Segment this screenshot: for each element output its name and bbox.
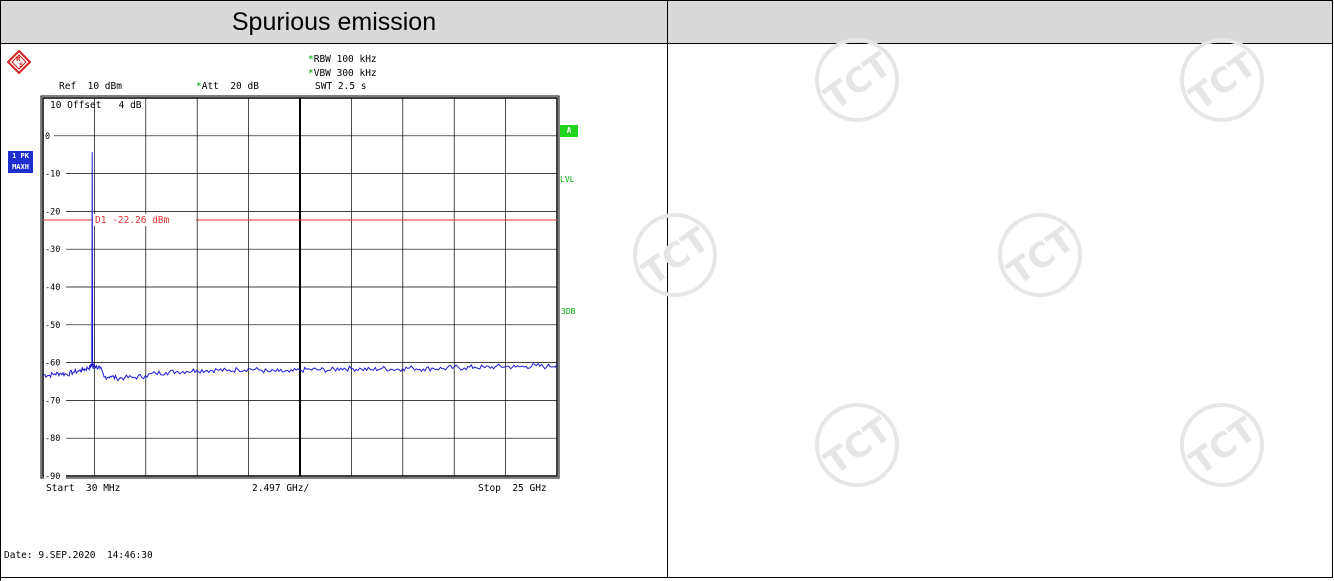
watermark-logo-icon: TCT [1180, 403, 1264, 487]
max-hold-trace [42, 152, 558, 382]
swt-setting: SWT 2.5 s [315, 81, 367, 92]
y-tick-label: -60 [45, 359, 60, 369]
a-tag: A [560, 125, 578, 137]
y-tick-label: 0 [45, 132, 50, 142]
tick-label-bg [44, 282, 66, 292]
tick-label-bg [44, 395, 66, 406]
watermark-logo-icon: TCT [998, 213, 1082, 297]
table-header-title: Spurious emission [0, 0, 668, 44]
spectrum-plot: 0 -10 -20 -30 -40 -50 -60 -70 -80 -90 D1 -22.26 dB… [40, 95, 560, 482]
offset-label: 10 Offset 4 dB [50, 100, 142, 111]
tick-label-bg [44, 244, 66, 255]
trace-tag-line1: 1 PK [12, 152, 29, 160]
tick-label-bg [44, 206, 66, 217]
d1-label: D1 -22.26 dBm [95, 215, 170, 226]
tick-label-bg [44, 357, 66, 368]
watermark-logo-icon: TCT [815, 403, 899, 487]
watermark-logo-icon: TCT [815, 38, 899, 122]
tick-label-bg [44, 319, 66, 330]
table-bottom-border [0, 577, 1333, 581]
vbw-setting: *VBW 300 kHz [308, 68, 377, 79]
y-tick-label: -80 [45, 434, 60, 444]
y-tick-label: -30 [45, 245, 60, 255]
start-frequency-label: Start 30 MHz [46, 483, 121, 494]
svg-text:S: S [19, 62, 23, 69]
y-tick-label: -70 [45, 396, 60, 406]
plot-outer-frame [40, 95, 560, 479]
tick-label-bg [44, 168, 66, 179]
span-per-division-label: 2.497 GHz/ [252, 483, 310, 494]
y-tick-label: -10 [45, 170, 60, 180]
tick-label-bg [44, 130, 54, 141]
lvl-label: LVL [560, 175, 575, 184]
y-tick-label: -40 [45, 283, 60, 293]
stop-frequency-label: Stop 25 GHz [478, 483, 547, 494]
d1-label-bg [92, 213, 196, 226]
attenuation-setting: *Att 20 dB [196, 81, 259, 92]
y-tick-label: -20 [45, 207, 60, 217]
rohde-schwarz-logo-icon: R S [7, 50, 31, 74]
ref-level: Ref 10 dBm [59, 81, 122, 92]
y-tick-label: -50 [45, 321, 60, 331]
trace-tag-line2: MAXH [12, 163, 29, 171]
3db-label: 3DB [561, 307, 576, 316]
trace-tag: 1 PK MAXH [8, 151, 33, 173]
y-tick-label: -90 [45, 472, 60, 482]
date-stamp: Date: 9.SEP.2020 14:46:30 [4, 550, 153, 561]
watermark-logo-icon: TCT [633, 213, 717, 297]
svg-text:R: R [16, 56, 21, 63]
rbw-setting: *RBW 100 kHz [308, 54, 377, 65]
watermark-logo-icon: TCT [1180, 38, 1264, 122]
tick-label-bg [44, 433, 66, 444]
tick-label-bg [44, 471, 66, 481]
